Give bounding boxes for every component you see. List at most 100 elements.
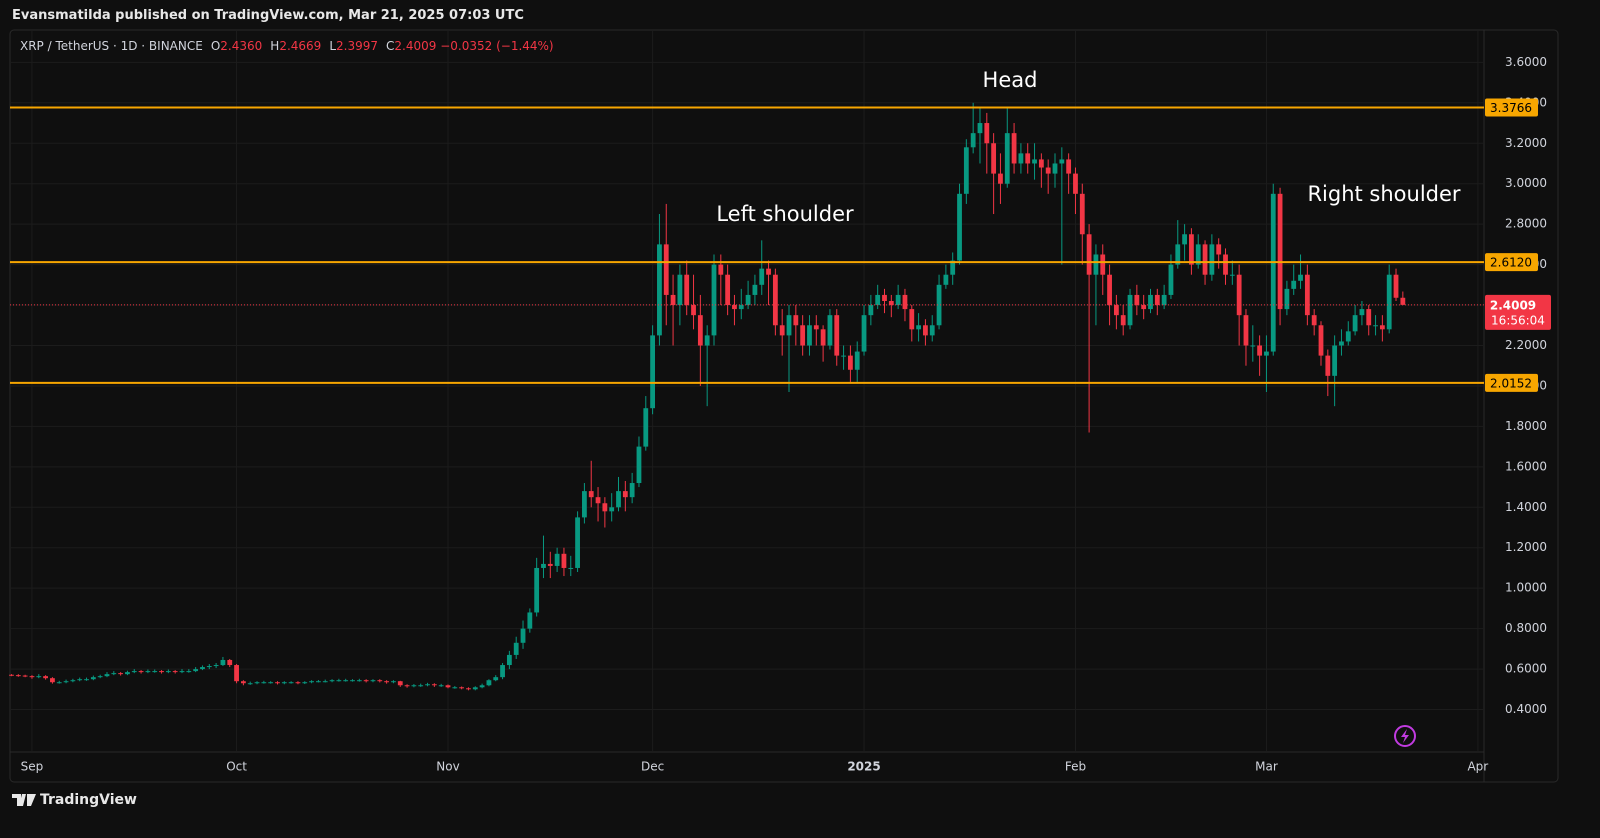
candle-body: [295, 682, 301, 684]
candle-body: [56, 682, 62, 684]
candle-body: [963, 147, 969, 194]
candle-body: [186, 671, 192, 673]
candle-body: [70, 680, 76, 682]
y-tick-label: 1.8000: [1505, 419, 1547, 433]
candle-body: [711, 264, 717, 336]
candle-body: [1386, 274, 1392, 330]
candle-body: [1079, 193, 1085, 235]
brand: TradingView: [40, 792, 137, 808]
y-tick-label: 1.6000: [1505, 459, 1547, 473]
candle-body: [1291, 280, 1297, 289]
candle-body: [1161, 294, 1167, 306]
change: −0.0352 (−1.44%): [440, 39, 554, 53]
candle-body: [9, 674, 14, 676]
candle-body: [575, 517, 580, 568]
candle-body: [404, 685, 410, 687]
candle-body: [97, 676, 103, 678]
candle-body: [1229, 274, 1235, 276]
candle-body: [561, 553, 567, 568]
candle-body: [609, 507, 615, 512]
candle-body: [459, 687, 465, 689]
candle-body: [1339, 341, 1344, 346]
x-tick-label: Mar: [1255, 760, 1278, 774]
candle-body: [861, 315, 867, 352]
candle-body: [622, 491, 628, 498]
candle-body: [63, 681, 69, 683]
candle-body: [22, 675, 28, 677]
candle-body: [1264, 351, 1269, 356]
candle-body: [602, 503, 608, 512]
candle-body: [1120, 315, 1126, 326]
candle-body: [1154, 294, 1160, 306]
candle-body: [677, 274, 683, 306]
candle-body: [1257, 345, 1263, 356]
legend-value: 2.3997: [336, 39, 378, 53]
candle-body: [240, 681, 246, 684]
candle-body: [145, 671, 151, 673]
candle-body: [288, 682, 294, 684]
candle-body: [111, 673, 117, 675]
candle-body: [1284, 288, 1290, 310]
x-tick-label: Apr: [1467, 760, 1488, 774]
candle-body: [1379, 325, 1385, 330]
logo: [12, 794, 36, 806]
candle-body: [1189, 234, 1194, 265]
candle-body: [779, 325, 785, 336]
symbol: XRP / TetherUS · 1D · BINANCE: [20, 39, 203, 53]
candle-body: [527, 612, 533, 629]
candle-body: [431, 684, 437, 686]
candle-body: [1168, 264, 1174, 295]
candle-body: [356, 680, 362, 682]
candle-body: [554, 553, 560, 566]
icon-bolt: [1401, 729, 1409, 743]
candle-body: [807, 325, 812, 346]
candle-body: [506, 654, 512, 666]
candle-body: [588, 491, 594, 498]
candle-body: [943, 274, 949, 285]
candle-body: [425, 684, 430, 686]
candle-body: [1134, 294, 1140, 306]
candle-body: [1195, 244, 1201, 265]
candle-body: [200, 667, 205, 670]
symbol-legend: XRP / TetherUS · 1D · BINANCE O2.4360 H2.4…: [20, 39, 554, 53]
candle-body: [725, 274, 731, 306]
candle-body: [847, 355, 853, 370]
legend-value: 2.4360: [220, 39, 263, 53]
candle-body: [841, 355, 846, 357]
candles: [9, 102, 1406, 691]
candle-body: [438, 685, 444, 687]
candle-body: [541, 563, 546, 568]
lightning-icon[interactable]: [1394, 725, 1416, 747]
candle-body: [50, 678, 55, 683]
candle-body: [1352, 315, 1358, 332]
candle-body: [786, 315, 792, 336]
candle-body: [302, 682, 308, 684]
x-tick-label: Oct: [226, 760, 247, 774]
candle-body: [1100, 254, 1106, 275]
y-tick-label: 3.0000: [1505, 176, 1547, 190]
level-label: 2.0152: [1490, 376, 1532, 390]
candle-body: [213, 665, 219, 667]
candle-body: [77, 679, 83, 681]
x-tick-label: Dec: [641, 760, 664, 774]
candle-body: [90, 677, 96, 680]
candle-body: [1066, 159, 1072, 174]
candle-body: [704, 335, 710, 346]
candle-body: [1318, 325, 1324, 356]
candle-body: [1304, 274, 1310, 316]
candle-body: [1045, 167, 1051, 174]
candle-body: [227, 659, 233, 666]
x-tick-label: Sep: [21, 760, 44, 774]
candle-body: [179, 671, 185, 673]
candle-body: [322, 681, 328, 683]
candle-body: [902, 294, 908, 310]
candle-body: [1400, 297, 1406, 305]
candle-body: [479, 685, 485, 688]
y-tick-label: 3.2000: [1505, 136, 1547, 150]
candle-body: [984, 123, 990, 144]
candle-body: [1311, 315, 1317, 326]
candle-body: [636, 446, 642, 484]
level-tag: [1485, 373, 1538, 392]
